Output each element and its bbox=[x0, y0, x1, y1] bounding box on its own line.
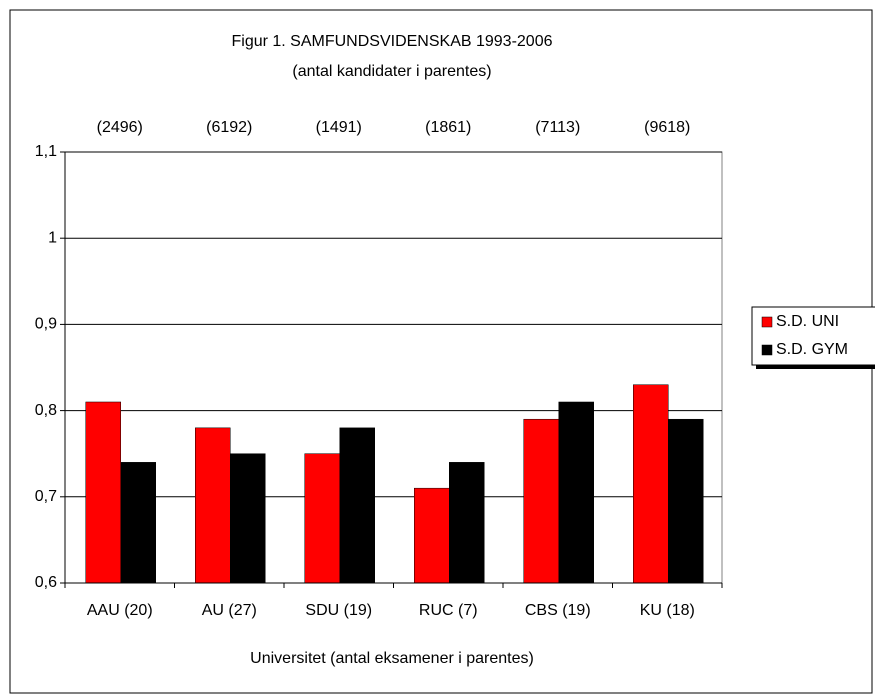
bar bbox=[523, 418, 559, 584]
annotation: (1491) bbox=[316, 119, 362, 136]
bar bbox=[414, 487, 450, 584]
bar bbox=[633, 384, 669, 584]
x-tick-label: CBS (19) bbox=[525, 602, 591, 619]
bar bbox=[195, 427, 231, 584]
annotation: (2496) bbox=[97, 119, 143, 136]
legend-swatch bbox=[761, 316, 773, 328]
plot-area bbox=[64, 151, 723, 584]
y-tick-label: 1,1 bbox=[35, 143, 57, 160]
legend-label: S.D. UNI bbox=[776, 313, 839, 330]
y-tick-label: 0,7 bbox=[35, 488, 57, 505]
y-tick-label: 0,9 bbox=[35, 316, 57, 333]
x-tick-label: RUC (7) bbox=[419, 602, 478, 619]
legend-swatch bbox=[761, 344, 773, 356]
legend-label: S.D. GYM bbox=[776, 341, 848, 358]
bar bbox=[85, 401, 121, 584]
bar bbox=[230, 453, 266, 584]
x-axis-label: Universitet (antal eksamener i parentes) bbox=[250, 650, 534, 667]
annotation: (7113) bbox=[535, 119, 580, 136]
y-tick-label: 0,8 bbox=[35, 402, 57, 419]
x-tick-label: SDU (19) bbox=[305, 602, 372, 619]
x-tick-label: AAU (20) bbox=[87, 602, 153, 619]
bar bbox=[339, 427, 375, 584]
bar bbox=[558, 401, 594, 584]
bar bbox=[449, 462, 485, 584]
annotation: (9618) bbox=[644, 119, 690, 136]
chart-title: Figur 1. SAMFUNDSVIDENSKAB 1993-2006 bbox=[231, 33, 552, 50]
chart-subtitle: (antal kandidater i parentes) bbox=[292, 63, 491, 80]
bar bbox=[120, 462, 156, 584]
y-tick-label: 0,6 bbox=[35, 574, 57, 591]
annotation: (1861) bbox=[425, 119, 471, 136]
x-tick-label: AU (27) bbox=[202, 602, 257, 619]
annotation: (6192) bbox=[206, 119, 252, 136]
bar bbox=[304, 453, 340, 584]
bar bbox=[668, 418, 704, 584]
x-tick-label: KU (18) bbox=[640, 602, 695, 619]
y-tick-label: 1 bbox=[48, 229, 57, 246]
legend-box bbox=[751, 306, 875, 366]
